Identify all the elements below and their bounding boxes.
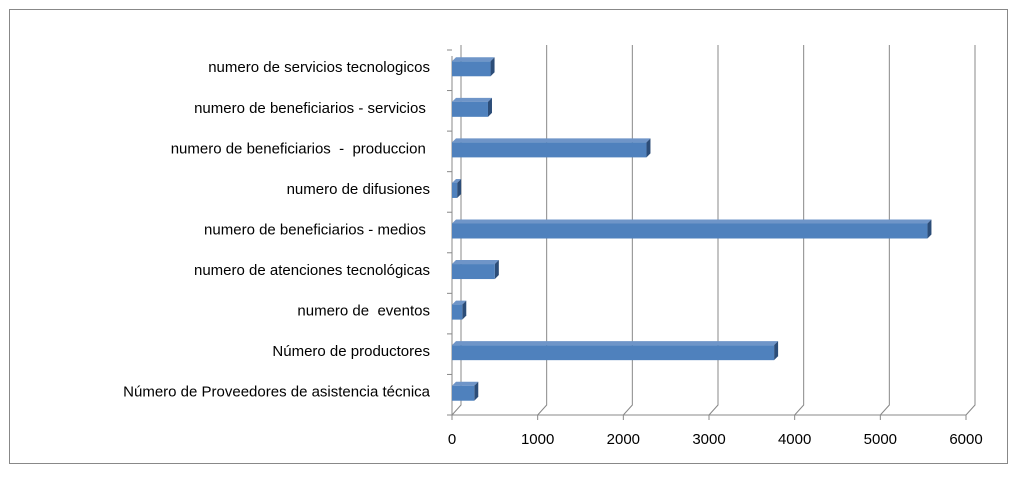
bar <box>452 264 495 280</box>
bar-side <box>646 138 651 158</box>
grid-line <box>622 45 633 416</box>
y-tick-label: Número de Proveedores de asistencia técn… <box>123 384 430 401</box>
bar-top <box>452 341 779 346</box>
bar-top <box>452 138 651 143</box>
y-tick-label: numero de beneficiarios - servicios <box>194 100 430 117</box>
bar <box>452 223 928 239</box>
y-tick-label: numero de beneficiarios - produccion <box>171 140 430 157</box>
x-tick-label: 2000 <box>607 431 640 448</box>
bar-side <box>494 260 499 280</box>
x-tick-label: 0 <box>448 431 456 448</box>
bar <box>452 345 775 361</box>
x-tick-label: 6000 <box>949 431 982 448</box>
bar <box>452 304 463 320</box>
grid-line <box>965 45 976 416</box>
bar-top <box>452 219 932 224</box>
x-tick-label: 4000 <box>778 431 811 448</box>
x-tick-label: 1000 <box>521 431 554 448</box>
grid-line <box>794 45 805 416</box>
y-tick-label: numero de difusiones <box>287 181 430 198</box>
bar-top <box>452 381 479 386</box>
y-tick-label: numero de eventos <box>297 303 430 320</box>
y-tick-label: Número de productores <box>272 343 430 360</box>
bar-side <box>462 300 467 320</box>
grid-line <box>537 45 548 416</box>
bar <box>452 385 475 401</box>
bar <box>452 142 647 158</box>
bar-side <box>927 219 932 239</box>
grid-line <box>451 45 462 416</box>
grid-line <box>879 45 890 416</box>
bar <box>452 61 491 77</box>
bar-side <box>474 381 479 401</box>
bar-side <box>457 178 462 198</box>
grid-line <box>708 45 719 416</box>
bar <box>452 182 458 198</box>
bar-top <box>452 57 495 62</box>
bar-top <box>452 260 499 265</box>
bar <box>452 101 488 117</box>
x-tick-label: 5000 <box>864 431 897 448</box>
bar-top <box>452 97 492 102</box>
bar-top <box>452 300 467 305</box>
bar-top <box>452 178 462 183</box>
y-tick-label: numero de atenciones tecnológicas <box>194 262 430 279</box>
y-tick-label: numero de beneficiarios - medios <box>204 221 430 238</box>
x-tick-label: 3000 <box>692 431 725 448</box>
bar-side <box>490 57 495 77</box>
y-tick-label: numero de servicios tecnologicos <box>208 59 430 76</box>
bar-side <box>487 97 492 117</box>
bar-side <box>774 341 779 361</box>
